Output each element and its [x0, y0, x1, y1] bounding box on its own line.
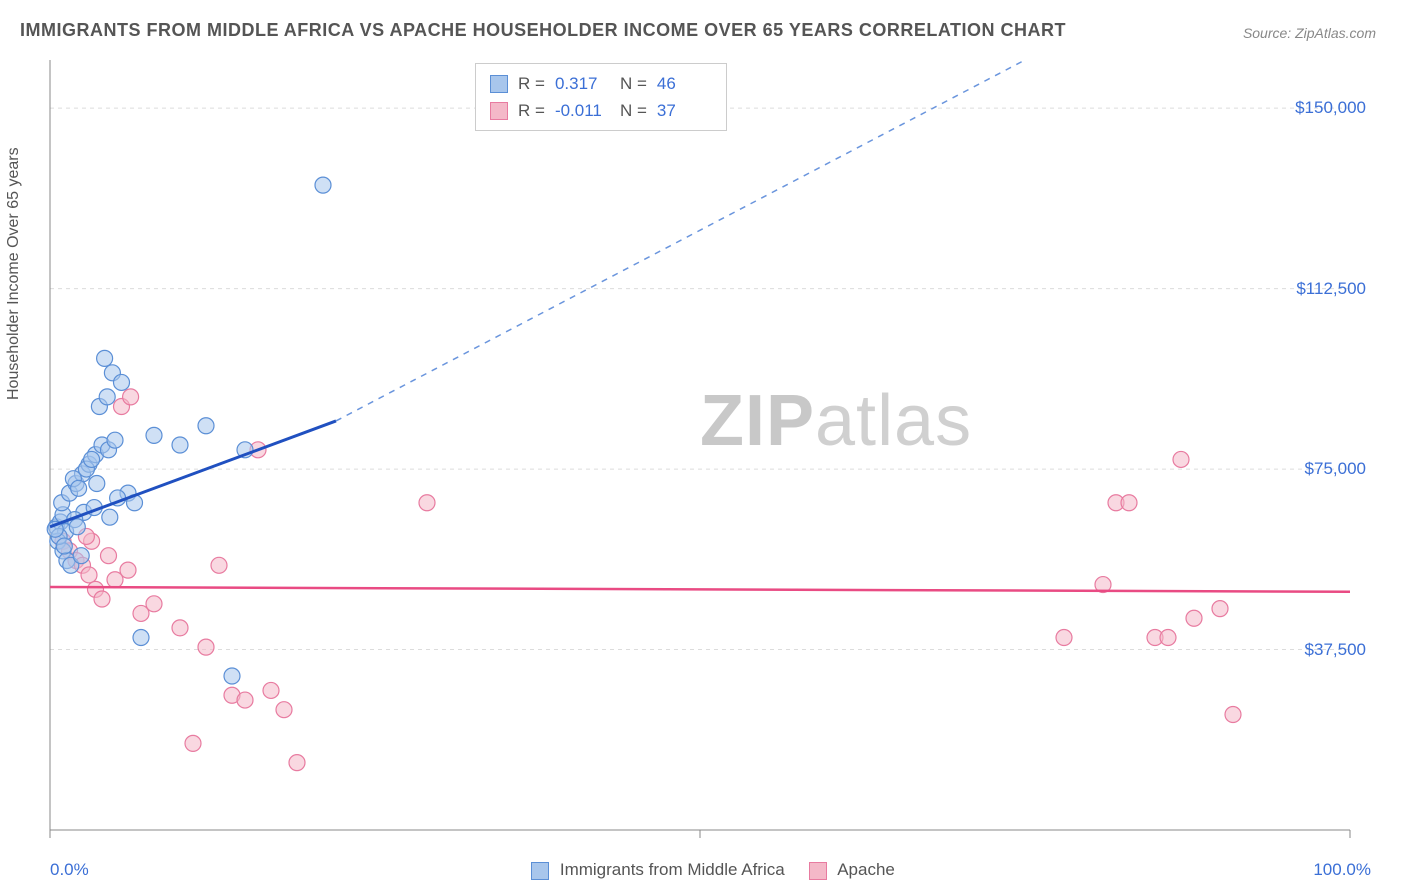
r-label: R = [518, 97, 545, 124]
r-label: R = [518, 70, 545, 97]
n-value: 46 [657, 70, 712, 97]
r-value: 0.317 [555, 70, 610, 97]
n-label: N = [620, 70, 647, 97]
swatch-series1-icon [490, 75, 508, 93]
legend-swatch-series1-icon [531, 862, 549, 880]
y-tick-label: $37,500 [1305, 640, 1366, 660]
legend-swatch-series2-icon [809, 862, 827, 880]
n-label: N = [620, 97, 647, 124]
y-tick-label: $112,500 [1296, 279, 1366, 299]
scatter-chart [0, 0, 1406, 892]
stats-row-series2: R = -0.011 N = 37 [490, 97, 712, 124]
bottom-legend: Immigrants from Middle Africa Apache [0, 860, 1406, 880]
correlation-stats-box: R = 0.317 N = 46 R = -0.011 N = 37 [475, 63, 727, 131]
r-value: -0.011 [555, 97, 610, 124]
y-tick-label: $150,000 [1295, 98, 1366, 118]
swatch-series2-icon [490, 102, 508, 120]
y-tick-label: $75,000 [1305, 459, 1366, 479]
n-value: 37 [657, 97, 712, 124]
legend-label-series2: Apache [837, 860, 895, 879]
legend-label-series1: Immigrants from Middle Africa [560, 860, 785, 879]
stats-row-series1: R = 0.317 N = 46 [490, 70, 712, 97]
